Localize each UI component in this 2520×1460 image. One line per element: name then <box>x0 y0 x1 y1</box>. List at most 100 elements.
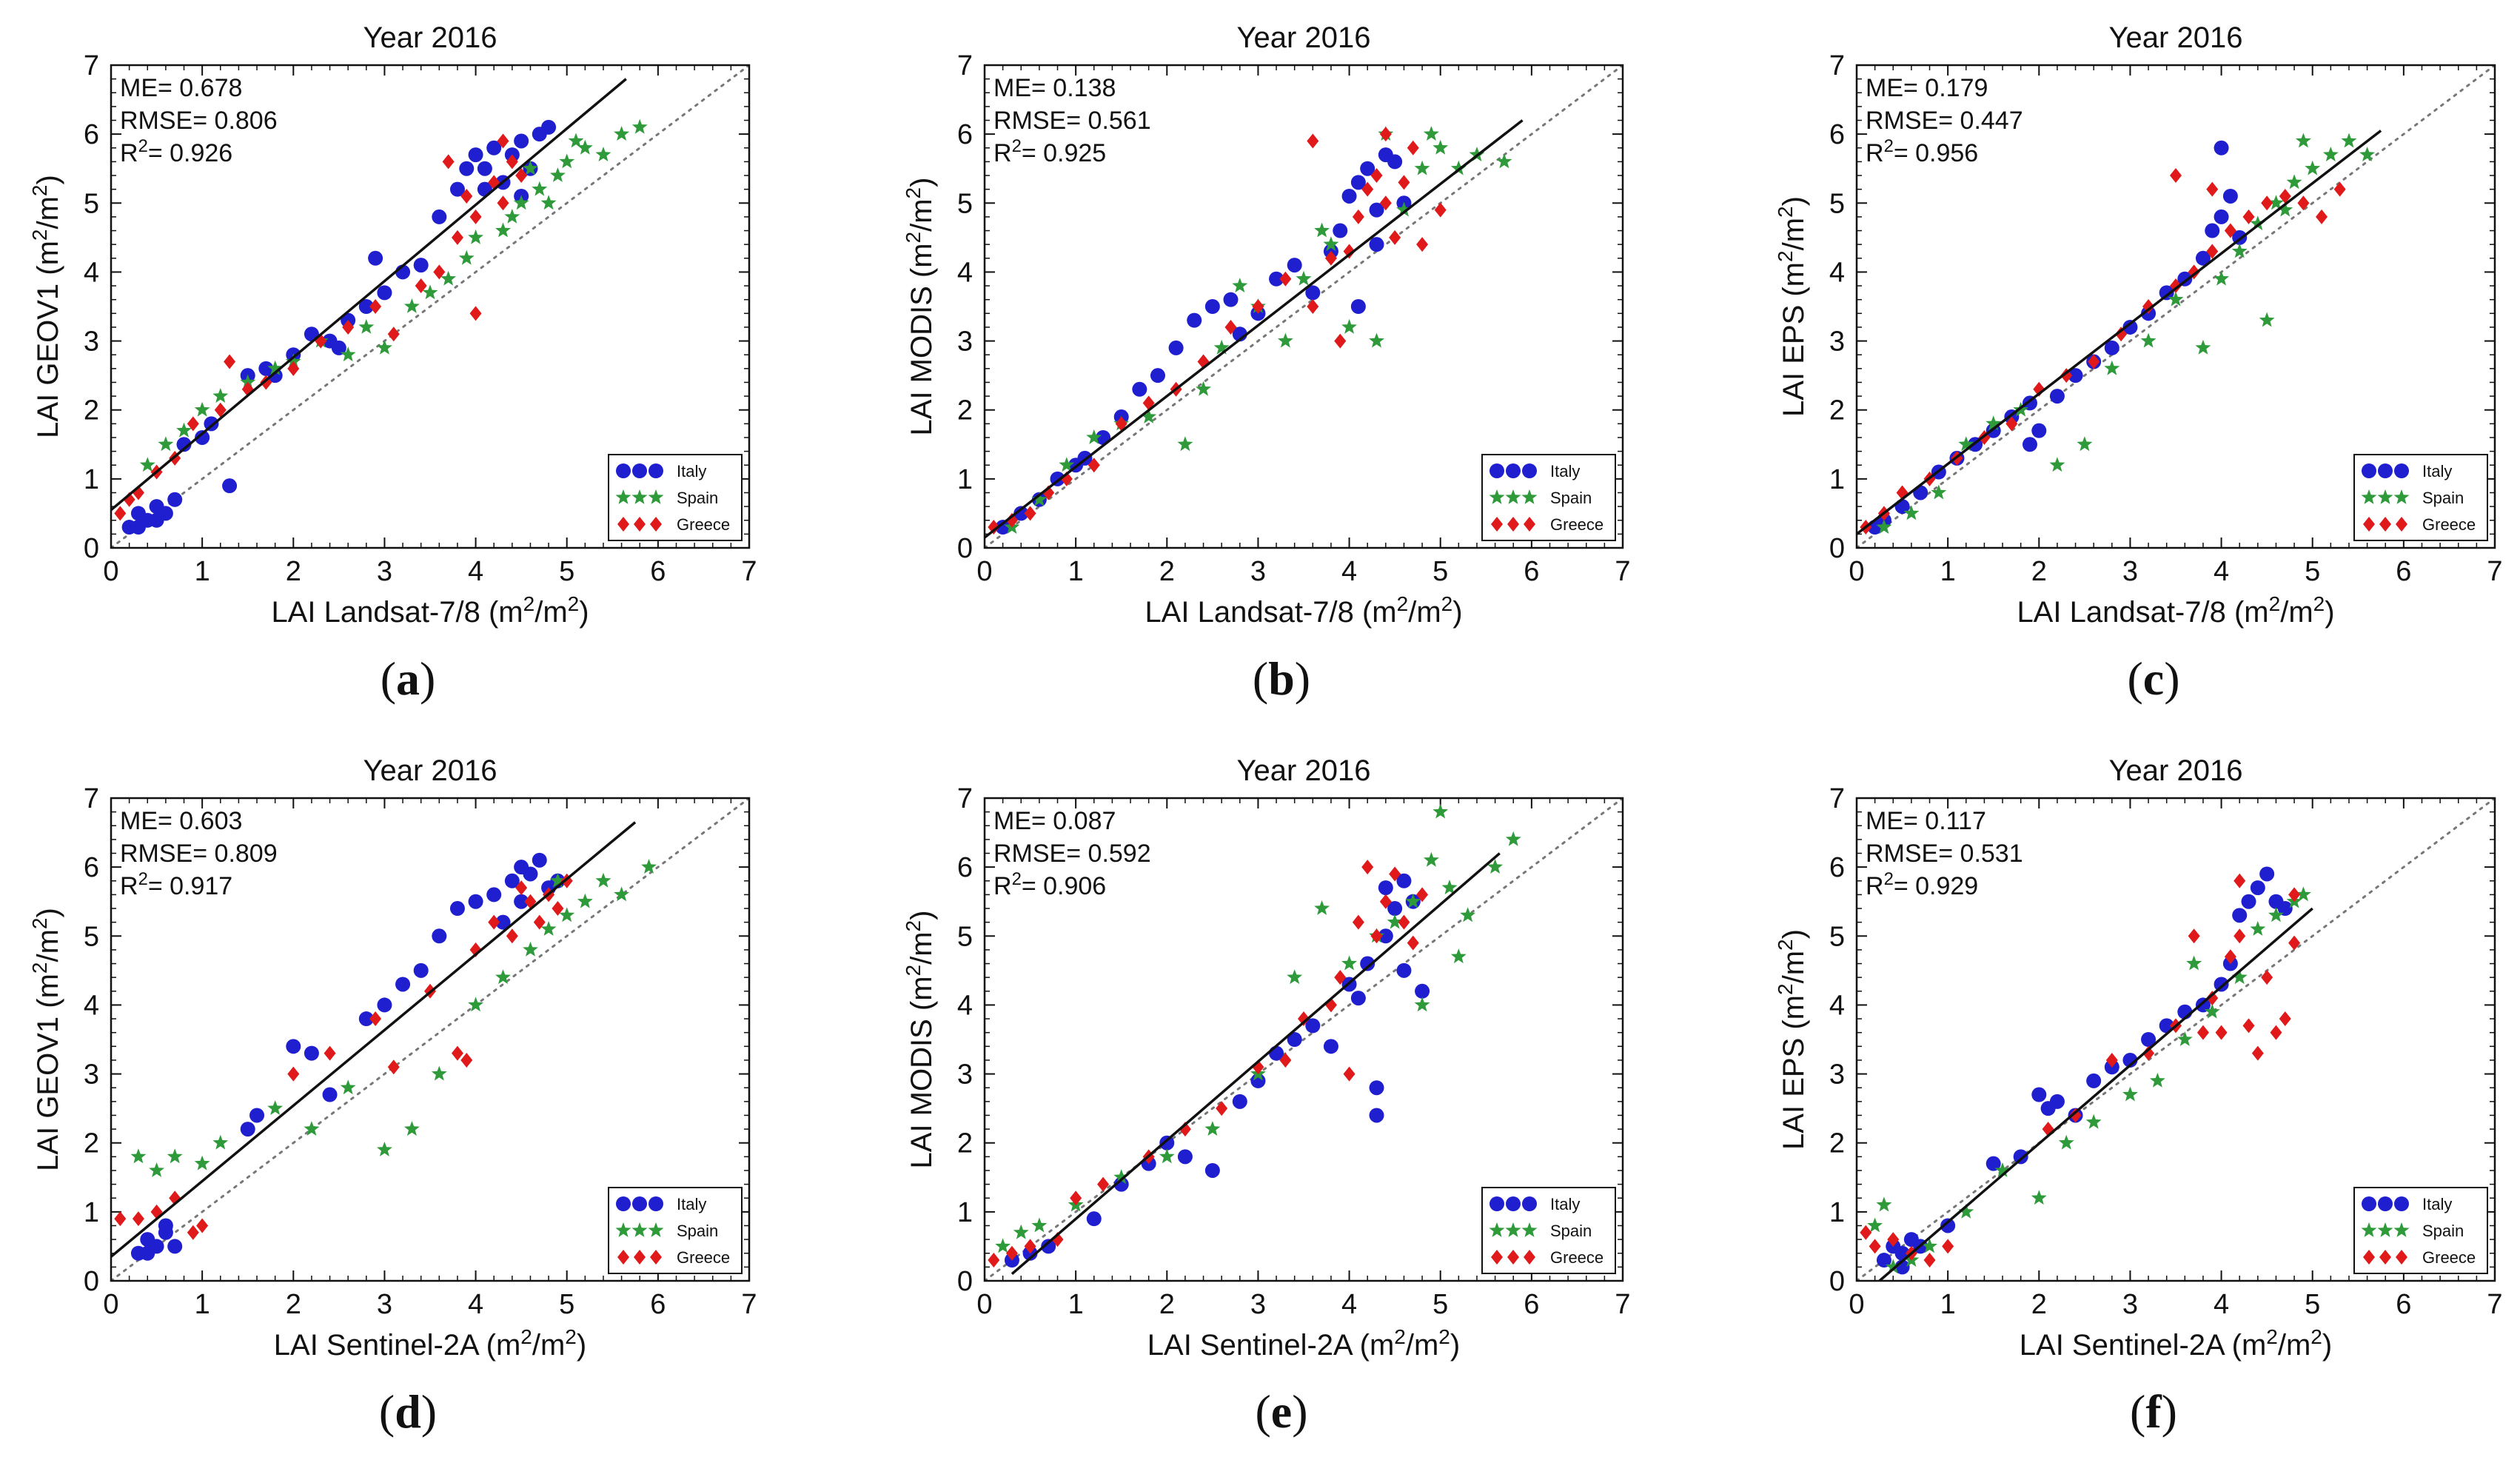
point-spain <box>1487 859 1504 874</box>
chart-title: Year 2016 <box>363 21 497 54</box>
point-spain <box>559 907 575 922</box>
point-greece <box>2242 1018 2255 1034</box>
point-italy <box>1360 956 1375 971</box>
series-italy <box>130 852 566 1261</box>
point-spain <box>641 859 657 874</box>
one-to-one-line <box>111 798 749 1281</box>
x-axis-label: LAI Landsat-7/8 (m2/m2) <box>1145 592 1462 629</box>
y-tick-label: 6 <box>1829 119 1845 150</box>
point-spain <box>1031 1217 1048 1233</box>
point-greece <box>533 914 546 930</box>
point-greece <box>1407 935 1419 951</box>
x-tick-label: 0 <box>976 1289 992 1320</box>
point-greece <box>1005 512 1018 528</box>
x-tick-label: 4 <box>1341 1289 1357 1320</box>
point-spain <box>158 436 174 452</box>
legend-marker-italy <box>649 463 663 478</box>
point-greece <box>324 1045 336 1061</box>
x-tick-label: 0 <box>103 556 118 587</box>
legend-marker-greece <box>617 517 629 532</box>
legend-marker-spain <box>1505 489 1521 504</box>
point-greece <box>2224 949 2236 965</box>
stat-me: ME= 0.117 <box>1866 807 1986 835</box>
point-greece <box>1379 127 1392 142</box>
regression-line <box>111 821 637 1258</box>
y-tick-label: 4 <box>84 257 99 288</box>
point-spain <box>2286 174 2302 190</box>
legend-marker-greece <box>2379 1250 2391 1265</box>
point-italy <box>2259 866 2275 882</box>
point-italy <box>158 1218 173 1233</box>
point-greece <box>988 520 1000 535</box>
point-greece <box>1334 333 1347 349</box>
legend-marker-spain <box>648 1222 664 1237</box>
x-tick-label: 3 <box>2122 556 2138 587</box>
point-italy <box>1940 1218 1956 1233</box>
y-tick-label: 5 <box>957 188 973 219</box>
y-tick-label: 7 <box>957 50 973 81</box>
legend-marker-italy <box>2362 463 2376 478</box>
panel-e: Year 2016 0 1 2 3 4 5 6 7 0 1 2 3 4 5 6 7 LAI Sentinel-2A… <box>902 754 1631 1438</box>
point-italy <box>1287 258 1302 273</box>
x-tick-label: 1 <box>1068 1289 1084 1320</box>
point-spain <box>1396 201 1412 217</box>
point-spain <box>267 1100 284 1115</box>
point-italy <box>1187 312 1202 328</box>
point-spain <box>1931 484 1947 500</box>
y-tick-label: 5 <box>84 921 99 952</box>
point-greece <box>1352 914 1364 930</box>
point-spain <box>2140 332 2157 348</box>
legend-marker-spain <box>1521 489 1538 504</box>
point-greece <box>2288 935 2301 951</box>
y-tick-label: 5 <box>957 921 973 952</box>
point-italy <box>1013 506 1029 521</box>
point-italy <box>1415 983 1430 999</box>
point-spain <box>240 374 256 389</box>
point-spain <box>2214 270 2229 286</box>
point-italy <box>468 894 483 909</box>
point-italy <box>195 429 210 445</box>
point-italy <box>2141 1032 2157 1047</box>
point-italy <box>514 133 529 149</box>
point-italy <box>2177 271 2193 287</box>
x-tick-label: 5 <box>559 1289 574 1320</box>
point-italy <box>995 520 1011 535</box>
point-spain <box>212 1134 229 1150</box>
y-tick-label: 6 <box>84 119 99 150</box>
point-spain <box>2231 969 2248 985</box>
legend-marker-greece <box>1491 1250 1503 1265</box>
point-greece <box>451 230 463 245</box>
point-spain <box>1505 831 1521 846</box>
point-italy <box>1159 1135 1175 1151</box>
one-to-one-line <box>111 65 749 548</box>
point-greece <box>1361 860 1374 875</box>
point-spain <box>2295 133 2311 148</box>
point-spain <box>1876 519 1892 534</box>
stat-rmse: RMSE= 0.592 <box>993 840 1151 868</box>
point-spain <box>2031 1190 2047 1205</box>
point-italy <box>1204 299 1220 314</box>
panel-caption: (b) <box>1253 652 1310 705</box>
point-italy <box>249 1108 265 1123</box>
point-spain <box>2176 1031 2193 1046</box>
stat-rmse: RMSE= 0.806 <box>120 107 278 135</box>
plot-frame <box>1855 797 2496 1282</box>
point-greece <box>2005 416 2018 432</box>
legend-label-spain: Spain <box>677 489 718 507</box>
y-tick-label: 0 <box>957 1266 973 1297</box>
series-greece <box>114 133 528 521</box>
x-tick-label: 0 <box>1849 556 1864 587</box>
legend-marker-italy <box>632 463 647 478</box>
legend-label-greece: Greece <box>1550 1248 1604 1267</box>
point-italy <box>2031 423 2047 438</box>
plot-area <box>985 65 1623 548</box>
plot-frame <box>1855 64 2496 549</box>
point-greece <box>469 306 482 321</box>
point-spain <box>1387 914 1403 929</box>
point-italy <box>358 1011 374 1027</box>
point-spain <box>194 1155 210 1171</box>
point-greece <box>1398 914 1410 930</box>
legend-marker-greece <box>2396 517 2407 532</box>
y-tick-label: 0 <box>1829 1266 1845 1297</box>
